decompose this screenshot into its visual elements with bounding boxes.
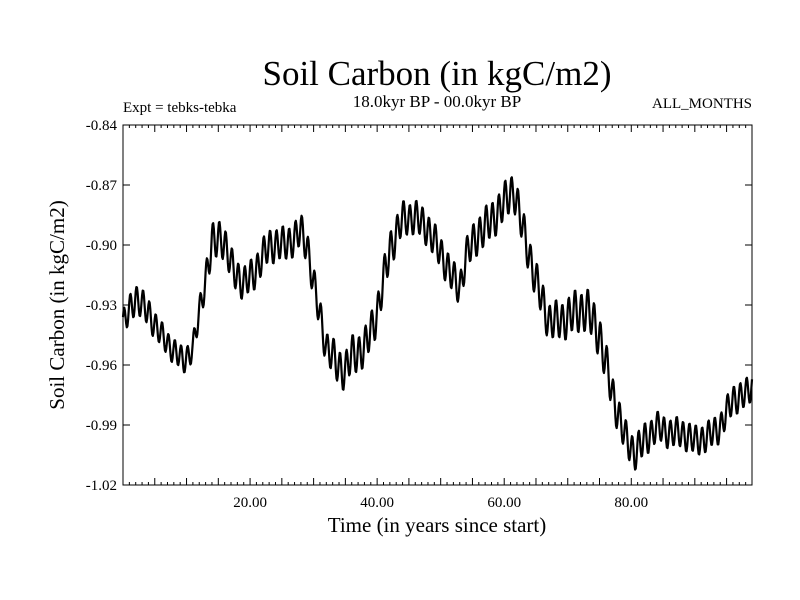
y-tick-label: -0.93 xyxy=(86,298,117,314)
y-tick-label: -0.99 xyxy=(86,418,117,434)
plot-frame xyxy=(122,124,753,486)
x-tick-label: 80.00 xyxy=(614,495,648,511)
x-tick-label: 20.00 xyxy=(233,495,267,511)
x-tick-label: 60.00 xyxy=(487,495,521,511)
chart-right-note: ALL_MONTHS xyxy=(652,96,752,112)
series-line-soil-carbon xyxy=(121,176,754,471)
x-tick-label: 40.00 xyxy=(360,495,394,511)
y-axis: -0.84 -0.87 -0.90 -0.93 -0.96 -0.99 -1.02 xyxy=(86,118,752,494)
y-tick-label: -0.96 xyxy=(86,358,118,374)
chart-subtitle: 18.0kyr BP - 00.0kyr BP xyxy=(353,92,521,111)
y-tick-label: -0.87 xyxy=(86,178,118,194)
chart-left-note: Expt = tebks-tebka xyxy=(123,100,237,116)
x-axis: 20.00 40.00 60.00 80.00 xyxy=(122,125,753,511)
y-tick-label: -0.84 xyxy=(86,118,118,134)
x-axis-label: Time (in years since start) xyxy=(328,513,547,537)
y-axis-label: Soil Carbon (in kgC/m2) xyxy=(45,200,69,409)
chart-title: Soil Carbon (in kgC/m2) xyxy=(262,54,611,93)
y-tick-label: -1.02 xyxy=(86,478,117,494)
y-tick-label: -0.90 xyxy=(86,238,117,254)
